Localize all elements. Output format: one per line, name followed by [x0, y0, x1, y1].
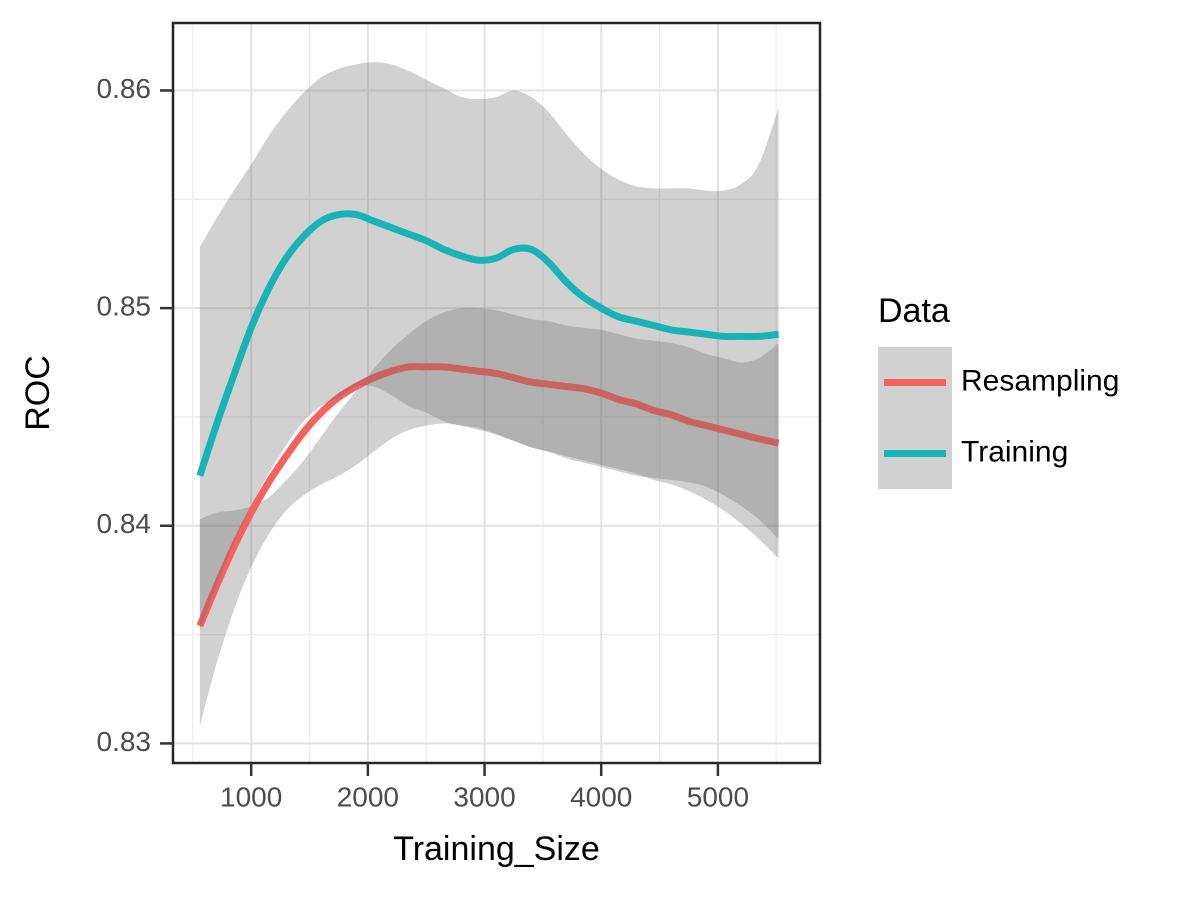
x-axis-title: Training_Size [393, 830, 600, 868]
legend-label-training: Training [961, 435, 1068, 468]
panel-border [171, 21, 822, 765]
x-axis-tick-label: 3000 [453, 781, 515, 812]
axes: 1000 2000 3000 4000 5000 0.83 0.84 0.85 0.86 [97, 73, 750, 813]
legend-label-resampling: Resampling [961, 364, 1119, 397]
y-axis-tick-label: 0.85 [97, 291, 152, 322]
x-axis-tick-label: 2000 [337, 781, 399, 812]
y-axis-tick-label: 0.84 [97, 508, 152, 539]
x-axis-tick-label: 1000 [220, 781, 282, 812]
plot-panel [173, 23, 820, 763]
x-axis-tick-label: 5000 [687, 781, 749, 812]
line-training [196, 210, 779, 477]
legend: Data Resampling Training [878, 292, 1119, 489]
y-axis-tick-label: 0.83 [97, 726, 152, 757]
gridlines [173, 23, 820, 763]
ribbon-training [199, 62, 779, 631]
x-axis-tick-label: 4000 [570, 781, 632, 812]
legend-title: Data [878, 292, 950, 330]
series-layer [196, 62, 780, 726]
y-axis-title: ROC [19, 355, 57, 431]
ribbon-resampling [199, 307, 779, 726]
y-axis-tick-label: 0.86 [97, 73, 152, 104]
line-resampling [196, 363, 780, 628]
